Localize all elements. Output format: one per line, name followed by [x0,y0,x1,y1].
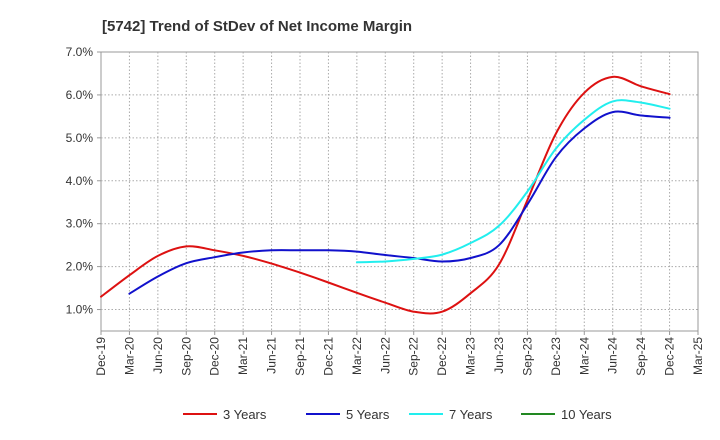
x-tick-label: Dec-22 [435,337,449,376]
x-tick-label: Mar-22 [350,337,364,375]
x-tick-label: Sep-22 [407,337,421,376]
legend-item-3-years: 3 Years [183,407,267,422]
x-tick-label: Dec-19 [94,337,108,376]
x-tick-label: Mar-25 [691,337,705,375]
y-tick-label: 6.0% [66,88,94,102]
x-tick-label: Sep-21 [293,337,307,376]
x-tick-label: Jun-24 [606,337,620,374]
x-tick-label: Dec-21 [321,337,335,376]
series-line-7-years [355,99,671,264]
x-tick-label: Jun-20 [151,337,165,374]
x-tick-label: Dec-20 [208,337,222,376]
x-tick-label: Jun-21 [265,337,279,374]
y-tick-label: 2.0% [66,260,94,274]
legend-item-5-years: 5 Years [306,407,390,422]
y-tick-label: 4.0% [66,174,94,188]
x-tick-label: Dec-24 [663,337,677,376]
series-line-5-years [128,110,671,295]
x-axis: Dec-19 Mar-20 Jun-20 Sep-20 Dec-20 Mar-21 Jun-… [94,331,705,376]
legend-item-10-years: 10 Years [521,407,612,422]
x-tick-label: Jun-23 [492,337,506,374]
plot-area [100,51,699,332]
legend-label: 7 Years [449,407,493,422]
x-tick-label: Jun-22 [378,337,392,374]
x-tick-label: Mar-24 [577,337,591,375]
legend-label: 5 Years [346,407,390,422]
chart-title: [5742] Trend of StDev of Net Income Marg… [102,18,412,35]
x-tick-label: Mar-23 [464,337,478,375]
x-tick-label: Sep-20 [179,337,193,376]
legend-item-7-years: 7 Years [409,407,493,422]
y-tick-label: 5.0% [66,131,94,145]
x-tick-label: Sep-23 [520,337,534,376]
series-lines [100,75,671,315]
x-tick-label: Dec-23 [549,337,563,376]
legend-label: 3 Years [223,407,267,422]
x-tick-label: Mar-20 [122,337,136,375]
y-tick-label: 1.0% [66,303,94,317]
y-tick-label: 7.0% [66,45,94,59]
series-line-3-years [100,75,671,315]
grid-lines [101,52,698,331]
legend: 3 Years 5 Years 7 Years 10 Years [183,407,612,422]
y-axis: 1.0% 2.0% 3.0% 4.0% 5.0% 6.0% 7.0% [66,45,101,317]
legend-label: 10 Years [561,407,612,422]
y-tick-label: 3.0% [66,217,94,231]
x-tick-label: Sep-24 [634,337,648,376]
x-tick-label: Mar-21 [236,337,250,375]
